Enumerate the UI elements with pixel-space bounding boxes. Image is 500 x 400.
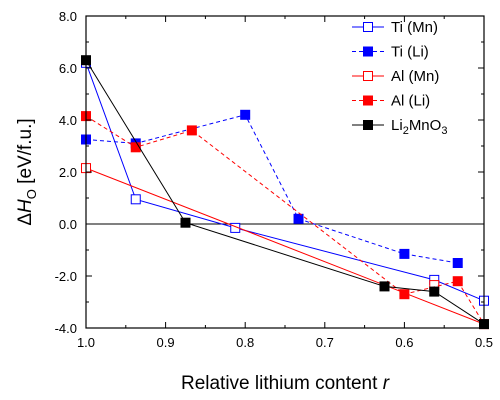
y-tick-label: 2.0 — [59, 165, 77, 180]
plot-frame — [85, 15, 485, 329]
legend-marker-2 — [363, 71, 373, 81]
legend: Ti (Mn) Ti (Li) Al (Mn) Al (Li) Li2MnO3 — [352, 19, 447, 137]
y-tick-label: 6.0 — [59, 61, 77, 76]
series-1-point-5 — [452, 258, 463, 268]
series-4-point-3 — [429, 286, 440, 297]
legend-label-4: Li2MnO3 — [391, 117, 447, 137]
legend-label-3: Al (Li) — [391, 93, 430, 110]
y-tick-label: 4.0 — [59, 113, 77, 128]
legend-marker-4 — [363, 120, 373, 130]
x-tick-label: 0.6 — [395, 335, 413, 350]
legend-label-1: Ti (Li) — [391, 44, 429, 61]
axes: 1.0 0.9 0.8 0.7 0.6 0.5 -4.0 -2.0 0.0 2.0 4.0 6.0 8.… — [15, 9, 493, 394]
series-3-point-4 — [452, 276, 463, 287]
x-tick-label: 0.7 — [316, 335, 334, 350]
series-3-point-1 — [130, 142, 141, 153]
legend-marker-0 — [363, 22, 373, 32]
series-1-point-2 — [240, 109, 251, 120]
legend-label-2: Al (Mn) — [391, 68, 439, 85]
x-tick-label: 0.8 — [236, 335, 254, 350]
series-3-point-2 — [186, 125, 197, 136]
x-tick-label: 0.9 — [157, 335, 175, 350]
series-4-point-1 — [180, 217, 191, 228]
x-tick-label: 1.0 — [77, 335, 95, 350]
series-line-1 — [85, 114, 458, 264]
legend-label-0: Ti (Mn) — [391, 19, 438, 36]
x-tick-label: 0.5 — [475, 335, 493, 350]
legend-marker-3 — [363, 95, 373, 106]
y-tick-label: -4.0 — [55, 321, 77, 336]
y-tick-label: 0.0 — [59, 217, 77, 232]
y-axis-title: ΔHO [eV/f.u.] — [15, 118, 39, 225]
x-axis-title: Relative lithium content r — [181, 373, 390, 394]
series-line-3 — [85, 115, 485, 325]
series-0-point-1 — [130, 194, 141, 205]
series-1-point-3 — [293, 213, 304, 224]
series-line-2 — [85, 167, 485, 325]
y-tick-label: -2.0 — [55, 269, 77, 284]
series-4-point-2 — [379, 281, 390, 292]
y-tick-label: 8.0 — [59, 9, 77, 24]
series-1-point-4 — [399, 248, 410, 259]
legend-marker-1 — [363, 46, 373, 57]
series-3-point-3 — [399, 289, 410, 300]
